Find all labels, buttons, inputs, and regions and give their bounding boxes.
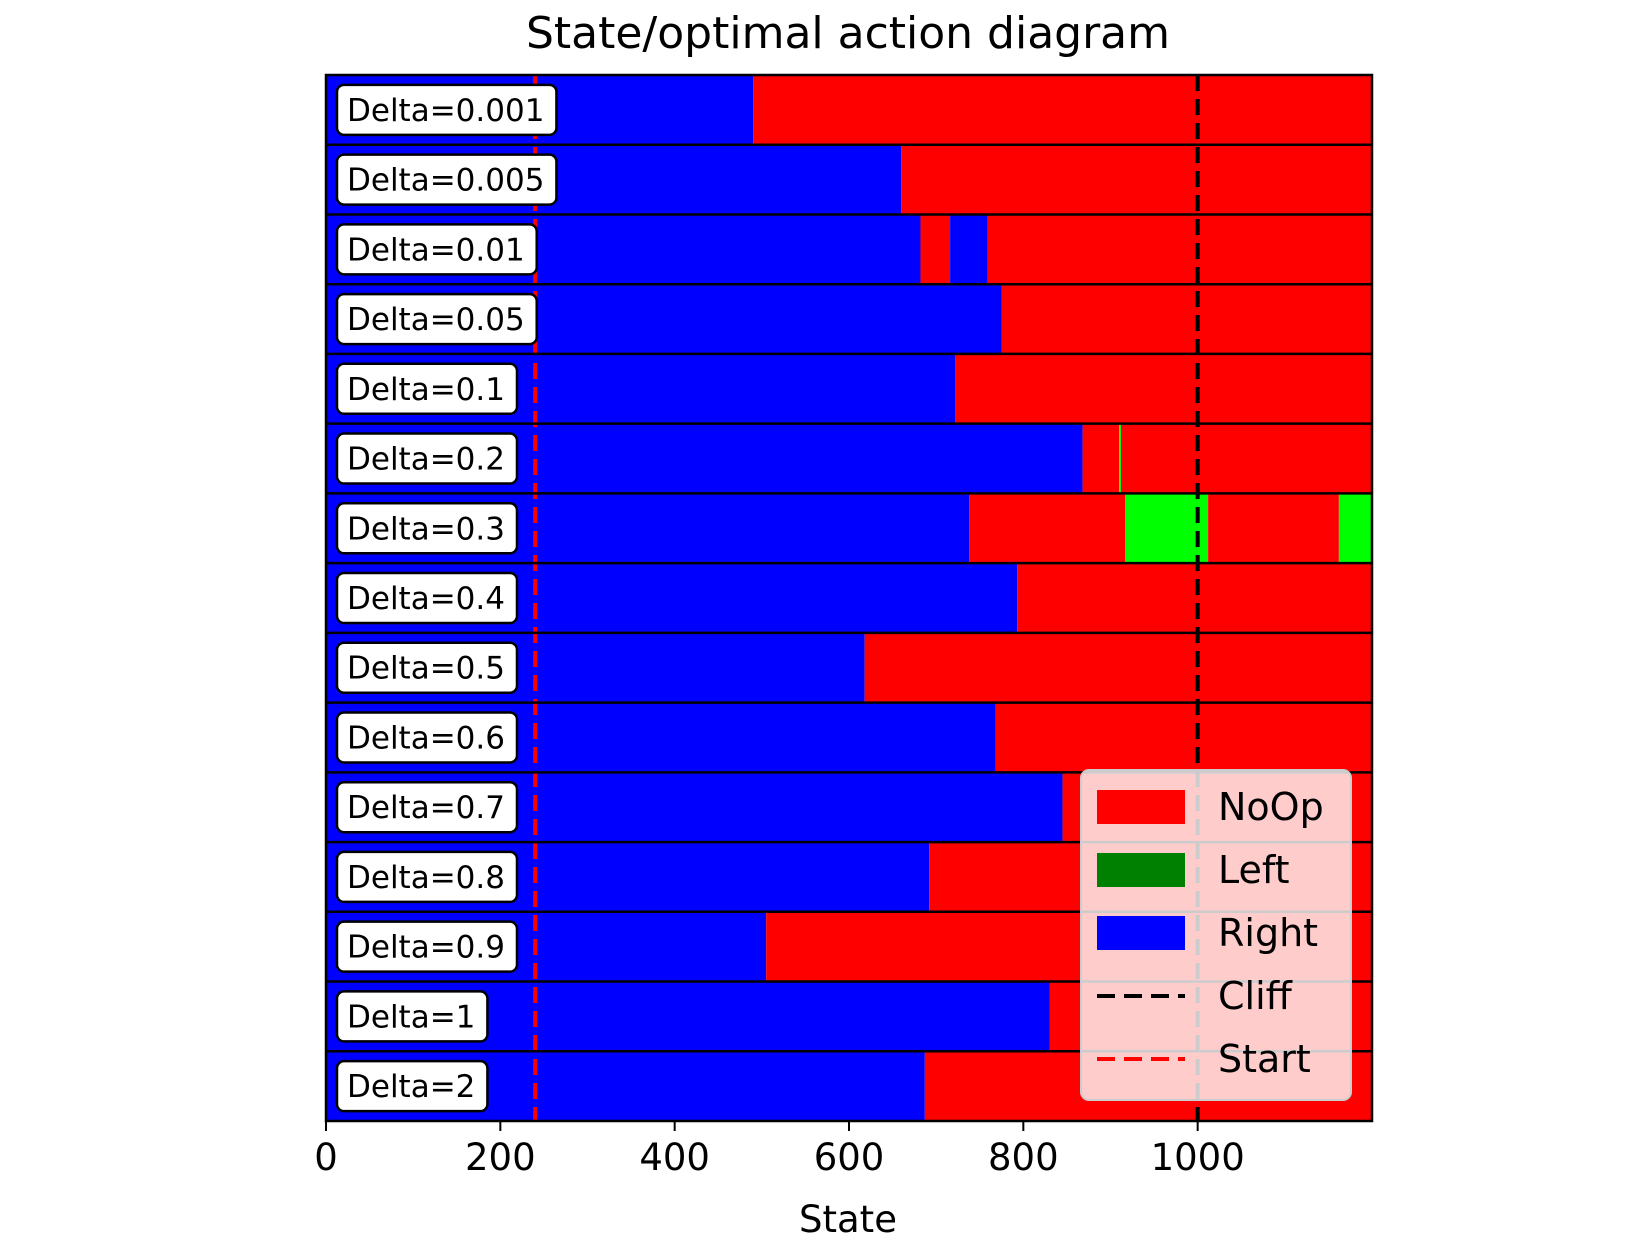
x-tick-label: 200 xyxy=(465,1136,536,1179)
legend: NoOp Left Right Cliff Start xyxy=(1080,769,1352,1101)
x-tick-label: 600 xyxy=(814,1136,885,1179)
row-label-text: Delta=0.7 xyxy=(347,790,505,826)
row-label: Delta=0.6 xyxy=(335,711,519,764)
x-tick-label: 800 xyxy=(988,1136,1059,1179)
bar-segment-3-1 xyxy=(1001,284,1372,354)
bar-segment-6-2 xyxy=(1125,493,1209,564)
legend-box xyxy=(1080,769,1352,1101)
bar-segment-7-1 xyxy=(1017,563,1372,633)
bar-segment-2-1 xyxy=(920,214,951,285)
legend-label: Cliff xyxy=(1218,974,1293,1018)
row-label-box xyxy=(335,641,519,694)
bar-segment-6-3 xyxy=(1208,493,1339,564)
row-label-text: Delta=0.1 xyxy=(347,372,505,408)
row-label-text: Delta=0.3 xyxy=(347,511,505,547)
bar-segment-2-2 xyxy=(950,214,988,285)
bar-segment-8-1 xyxy=(864,632,1372,703)
row-label: Delta=0.1 xyxy=(335,362,519,416)
row-label: Delta=2 xyxy=(335,1059,489,1113)
row-label-text: Delta=0.6 xyxy=(347,720,505,756)
row-label: Delta=0.8 xyxy=(335,850,519,904)
legend-swatch xyxy=(1097,853,1185,887)
row-label-box xyxy=(335,920,519,973)
row-label-box xyxy=(335,502,519,555)
row-label-text: Delta=0.8 xyxy=(347,860,505,896)
row-label-box xyxy=(335,780,519,834)
x-axis-label: State xyxy=(799,1198,897,1241)
legend-label: Left xyxy=(1218,848,1290,892)
bar-segment-6-4 xyxy=(1338,493,1372,564)
row-label-text: Delta=1 xyxy=(347,999,475,1035)
row-label: Delta=0.9 xyxy=(335,920,519,973)
row-label-box xyxy=(335,223,538,276)
legend-swatch xyxy=(1097,790,1185,824)
bar-segment-1-1 xyxy=(901,144,1372,215)
row-label-box xyxy=(335,850,519,904)
row-label-text: Delta=2 xyxy=(347,1069,475,1105)
legend-swatch xyxy=(1097,916,1185,950)
chart-title: State/optimal action diagram xyxy=(526,8,1170,59)
plot-area: Delta=0.001 Delta=0.005 Delta=0.01 Delta=0.… xyxy=(324,73,1374,1123)
row-label-box xyxy=(335,83,558,137)
bar-segment-0-1 xyxy=(753,75,1372,145)
bar-segment-6-1 xyxy=(969,493,1126,564)
row-label-box xyxy=(335,571,519,625)
row-label-text: Delta=0.01 xyxy=(347,232,525,268)
row-label: Delta=0.2 xyxy=(335,432,519,485)
x-tick-label: 0 xyxy=(314,1136,338,1179)
row-label: Delta=0.3 xyxy=(335,502,519,555)
row-label: Delta=0.7 xyxy=(335,780,519,834)
x-axis: 0 200 400 600 800 1000 xyxy=(314,1121,1245,1179)
bar-segment-5-1 xyxy=(1082,423,1120,494)
row-label-text: Delta=0.4 xyxy=(347,581,505,617)
row-label-text: Delta=0.5 xyxy=(347,651,505,687)
row-label: Delta=0.001 xyxy=(335,83,558,137)
row-label: Delta=0.05 xyxy=(335,292,538,346)
x-tick-label: 400 xyxy=(639,1136,710,1179)
row-label-box xyxy=(335,711,519,764)
bar-segment-2-3 xyxy=(987,214,1372,285)
row-label-box xyxy=(335,292,538,346)
row-label-text: Delta=0.2 xyxy=(347,442,505,478)
row-label: Delta=0.01 xyxy=(335,223,538,276)
bar-segment-4-1 xyxy=(955,353,1372,424)
bar-segment-5-3 xyxy=(1120,423,1372,494)
legend-label: Start xyxy=(1218,1037,1311,1081)
row-label: Delta=0.5 xyxy=(335,641,519,694)
bar-segment-5-2 xyxy=(1119,423,1121,494)
legend-label: NoOp xyxy=(1218,785,1324,829)
row-label-box xyxy=(335,990,489,1043)
row-label-box xyxy=(335,1059,489,1113)
row-label-box xyxy=(335,362,519,416)
row-label: Delta=0.005 xyxy=(335,153,558,206)
row-label-box xyxy=(335,153,558,206)
row-label: Delta=1 xyxy=(335,990,489,1043)
legend-label: Right xyxy=(1218,911,1318,955)
row-label: Delta=0.4 xyxy=(335,571,519,625)
row-label-text: Delta=0.001 xyxy=(347,93,544,129)
row-label-box xyxy=(335,432,519,485)
row-label-text: Delta=0.9 xyxy=(347,930,505,966)
row-label-text: Delta=0.005 xyxy=(347,163,544,199)
x-tick-label: 1000 xyxy=(1151,1136,1245,1179)
row-label-text: Delta=0.05 xyxy=(347,302,525,338)
bar-segment-9-1 xyxy=(995,702,1372,773)
